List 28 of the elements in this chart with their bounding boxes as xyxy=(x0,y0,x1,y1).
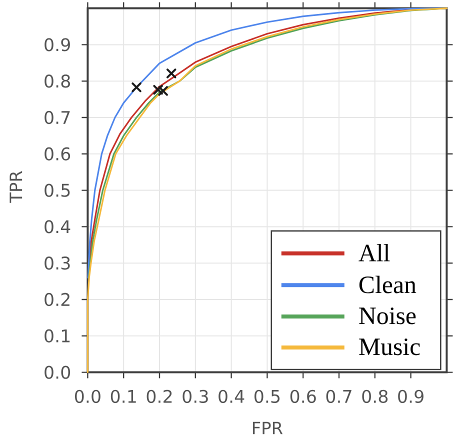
legend-label: Music xyxy=(359,338,420,356)
x-axis-title: FPR xyxy=(252,422,283,434)
y-tick-label: 0.9 xyxy=(44,38,70,52)
y-axis-title: TPR xyxy=(10,170,22,203)
y-tick-label: 0.0 xyxy=(44,366,70,379)
x-tick-label: 0.2 xyxy=(146,390,172,404)
x-tick-label: 0.3 xyxy=(182,390,208,404)
y-tick-label: 0.5 xyxy=(44,184,70,197)
y-tick-label: 0.1 xyxy=(44,329,70,342)
y-tick-label: 0.4 xyxy=(44,220,70,234)
x-tick-label: 0.6 xyxy=(290,390,316,404)
y-tick-label: 0.7 xyxy=(44,110,70,124)
x-tick-label: 0.9 xyxy=(398,390,424,404)
legend-label: Noise xyxy=(359,308,416,324)
y-tick-label: 0.2 xyxy=(44,292,70,306)
x-tick-label: 0.1 xyxy=(110,390,136,404)
y-tick-label: 0.6 xyxy=(44,147,70,160)
x-tick-label: 0.5 xyxy=(254,390,280,404)
y-tick-label: 0.8 xyxy=(44,74,70,88)
y-tick-label: 0.3 xyxy=(44,256,70,270)
point xyxy=(166,68,176,78)
x-tick-label: 0.7 xyxy=(326,390,352,404)
legend-label: All xyxy=(358,244,390,262)
x-tick-label: 0.0 xyxy=(74,390,100,404)
x-tick-label: 0.8 xyxy=(362,390,388,404)
point xyxy=(132,82,142,92)
legend-label: Clean xyxy=(359,276,416,294)
x-tick-label: 0.4 xyxy=(218,390,244,404)
